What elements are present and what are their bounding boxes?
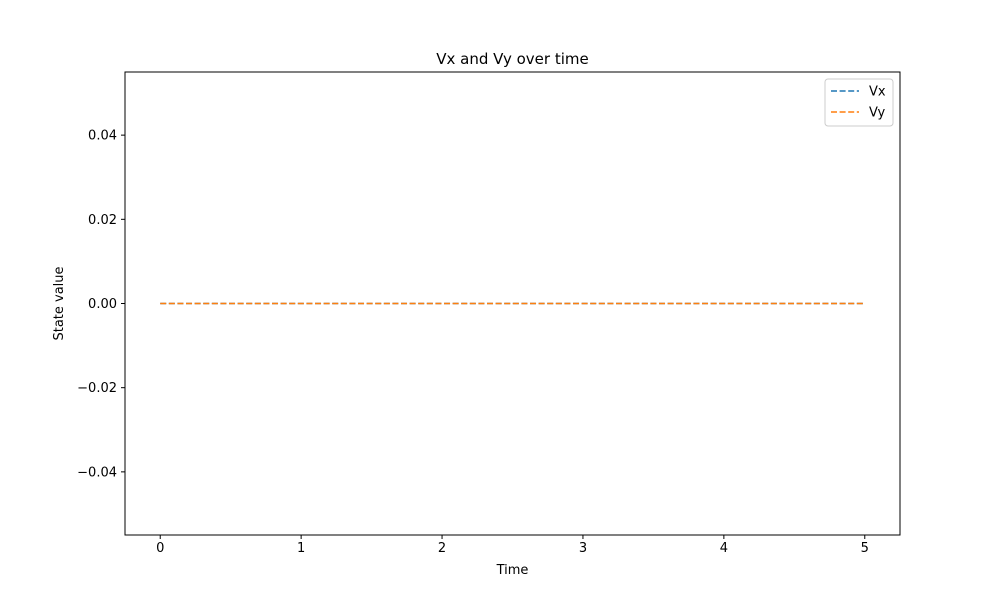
x-axis-label: Time — [496, 563, 529, 578]
legend-label-vy: Vy — [869, 106, 886, 121]
y-tick-label: −0.02 — [77, 381, 117, 396]
x-tick-label: 5 — [861, 541, 869, 556]
y-tick-label: 0.00 — [88, 297, 117, 312]
y-axis-label: State value — [52, 266, 67, 340]
y-tick-label: 0.02 — [88, 213, 117, 228]
y-tick-label: −0.04 — [77, 465, 117, 480]
legend-label-vx: Vx — [869, 85, 886, 100]
x-tick-label: 0 — [156, 541, 164, 556]
legend: Vx Vy — [824, 78, 894, 127]
x-tick-label: 3 — [579, 541, 587, 556]
x-tick-label: 4 — [720, 541, 728, 556]
x-tick-label: 2 — [438, 541, 446, 556]
y-axis-ticks: −0.04 −0.02 0.00 0.02 0.04 — [77, 129, 125, 480]
chart-title: Vx and Vy over time — [436, 50, 589, 68]
y-tick-label: 0.04 — [88, 129, 117, 144]
x-axis-ticks: 0 1 2 3 4 5 — [156, 535, 869, 556]
x-tick-label: 1 — [297, 541, 305, 556]
